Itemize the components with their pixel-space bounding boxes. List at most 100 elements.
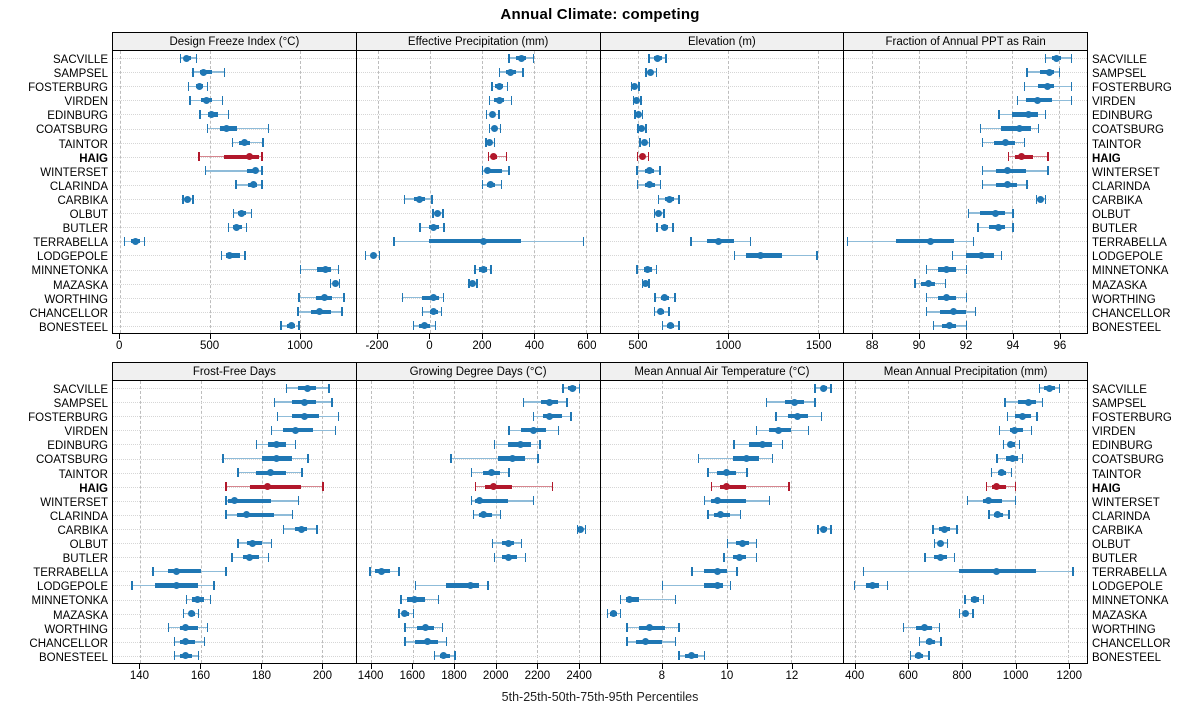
gridline-horizontal bbox=[113, 184, 356, 186]
median-marker bbox=[794, 412, 802, 420]
cap-upper bbox=[532, 53, 535, 63]
whisker-upper bbox=[524, 457, 538, 460]
series-chancellor bbox=[601, 635, 844, 649]
gridline-vertical bbox=[412, 381, 414, 663]
gridline-horizontal bbox=[113, 283, 356, 285]
median-marker bbox=[288, 322, 296, 330]
cap-lower bbox=[846, 236, 848, 246]
series-worthing bbox=[844, 621, 1087, 635]
cap-upper bbox=[558, 425, 560, 435]
axis-tick-label: 2400 bbox=[566, 670, 592, 682]
median-marker bbox=[723, 469, 731, 477]
whisker-upper bbox=[639, 598, 675, 601]
row-label-minnetonka: MINNETONKA bbox=[31, 265, 108, 278]
series-winterset bbox=[113, 494, 356, 508]
whisker-upper bbox=[562, 415, 571, 417]
whisker-upper bbox=[376, 254, 379, 257]
whisker-upper bbox=[661, 212, 664, 214]
cap-upper bbox=[940, 637, 942, 647]
whisker-upper bbox=[508, 500, 534, 502]
cap-upper bbox=[965, 265, 968, 275]
median-marker bbox=[479, 511, 487, 519]
median-marker bbox=[626, 596, 634, 604]
whisker-lower bbox=[185, 598, 192, 601]
cap-lower bbox=[235, 180, 237, 190]
whisker-upper bbox=[499, 471, 509, 474]
series-taintor bbox=[357, 466, 600, 480]
cap-lower bbox=[488, 95, 490, 105]
whisker-upper bbox=[491, 514, 500, 516]
row-label-haig: HAIG bbox=[1092, 152, 1121, 165]
series-clarinda bbox=[113, 178, 356, 192]
cap-upper bbox=[649, 138, 651, 148]
whisker-lower bbox=[1004, 401, 1018, 403]
whisker-upper bbox=[218, 113, 229, 116]
axis-tick-label: 600 bbox=[898, 670, 918, 682]
whisker-lower bbox=[152, 570, 168, 573]
whisker-lower bbox=[996, 457, 1006, 460]
cap-upper bbox=[665, 53, 667, 63]
series-edinburg bbox=[113, 437, 356, 451]
series-carbika bbox=[844, 192, 1087, 206]
whisker-upper bbox=[661, 641, 675, 643]
cap-upper bbox=[1070, 81, 1073, 91]
gridline-horizontal bbox=[113, 325, 356, 327]
cap-upper bbox=[640, 95, 642, 105]
whisker-lower bbox=[131, 584, 156, 587]
median-marker bbox=[316, 308, 324, 316]
axis-tick-label: 1500 bbox=[805, 340, 832, 352]
gridline-horizontal bbox=[113, 472, 356, 474]
row-label-carbika: CARBIKA bbox=[57, 524, 109, 537]
cap-lower bbox=[412, 321, 415, 331]
cap-upper bbox=[223, 67, 225, 77]
cap-lower bbox=[276, 411, 279, 421]
whisker-lower bbox=[225, 486, 250, 488]
cap-upper bbox=[440, 307, 443, 317]
whisker-lower bbox=[300, 268, 318, 271]
cap-upper bbox=[755, 538, 758, 548]
gridline-horizontal bbox=[356, 72, 600, 74]
whisker-upper bbox=[934, 641, 941, 643]
axis-tick bbox=[429, 334, 431, 339]
whisker-lower bbox=[733, 443, 750, 446]
whisker-upper bbox=[733, 240, 750, 243]
whisker-lower bbox=[645, 71, 649, 73]
cap-lower bbox=[964, 595, 966, 605]
gridline-horizontal bbox=[844, 655, 1087, 657]
cap-upper bbox=[1041, 397, 1044, 407]
axis-tick bbox=[481, 334, 483, 339]
median-marker bbox=[517, 54, 525, 62]
row-label-taintor: TAINTOR bbox=[1092, 138, 1142, 151]
gridline-horizontal bbox=[600, 100, 844, 102]
whisker-lower bbox=[853, 584, 866, 587]
whisker-upper bbox=[1022, 429, 1031, 432]
gridline-horizontal bbox=[844, 486, 1087, 488]
series-fosterburg bbox=[113, 409, 356, 423]
axis-tick bbox=[454, 664, 456, 669]
median-marker bbox=[642, 638, 650, 646]
cap-lower bbox=[255, 439, 257, 449]
cap-lower bbox=[902, 623, 905, 633]
row-label-winterset: WINTERSET bbox=[40, 496, 108, 509]
interquartile-box bbox=[475, 498, 509, 503]
median-marker bbox=[546, 398, 554, 406]
interquartile-box bbox=[485, 484, 513, 489]
axis-tick bbox=[322, 664, 324, 669]
cap-upper bbox=[655, 265, 658, 275]
gridline-horizontal bbox=[113, 402, 356, 404]
whisker-lower bbox=[493, 556, 502, 558]
row-label-carbika: CARBIKA bbox=[1092, 194, 1143, 207]
median-marker bbox=[297, 525, 305, 533]
series-fosterburg bbox=[844, 79, 1087, 93]
cap-lower bbox=[697, 454, 699, 464]
median-marker bbox=[173, 581, 181, 589]
axis-tick-label: 1800 bbox=[441, 670, 467, 682]
whisker-lower bbox=[273, 401, 293, 403]
whisker-lower bbox=[707, 514, 714, 516]
median-marker bbox=[321, 266, 329, 274]
cap-upper bbox=[250, 208, 252, 218]
whisker-upper bbox=[495, 184, 501, 186]
whisker-lower bbox=[562, 387, 569, 389]
axis-tick-label: 1600 bbox=[399, 670, 426, 682]
row-label-mazaska: MAZASKA bbox=[1092, 279, 1147, 292]
